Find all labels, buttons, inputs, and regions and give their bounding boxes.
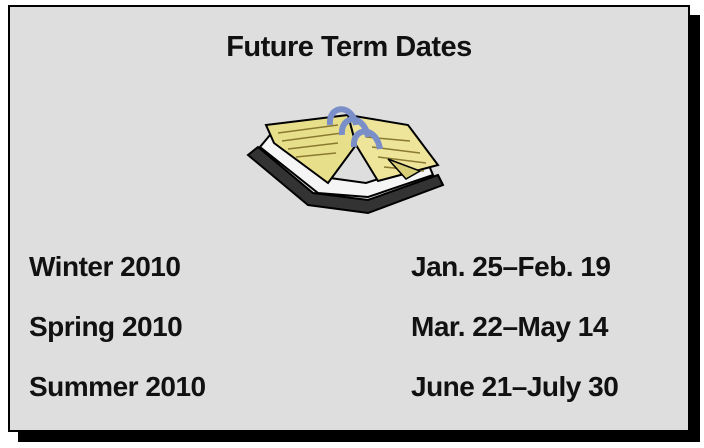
term-row: Spring 2010 Mar. 22–May 14: [10, 311, 688, 351]
page: Future Term Dates Winter 2010 Jan. 25–Fe…: [0, 0, 704, 448]
term-row: Summer 2010 June 21–July 30: [10, 371, 688, 411]
title: Future Term Dates: [10, 31, 688, 64]
calendar-icon: [238, 85, 458, 225]
term-name: Summer 2010: [29, 371, 206, 403]
term-dates: June 21–July 30: [411, 371, 618, 403]
term-dates: Jan. 25–Feb. 19: [411, 251, 611, 283]
term-name: Winter 2010: [29, 251, 180, 283]
term-dates: Mar. 22–May 14: [411, 311, 608, 343]
term-row: Winter 2010 Jan. 25–Feb. 19: [10, 251, 688, 291]
term-name: Spring 2010: [29, 311, 182, 343]
card: Future Term Dates Winter 2010 Jan. 25–Fe…: [8, 5, 690, 432]
